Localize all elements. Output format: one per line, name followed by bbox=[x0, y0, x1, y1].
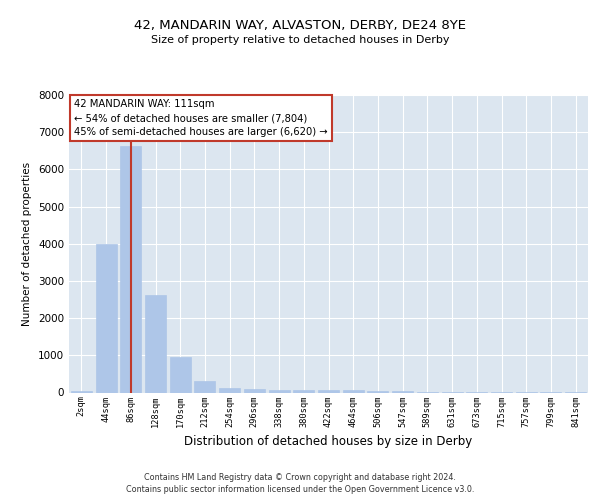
Bar bbox=[71, 390, 92, 392]
Bar bbox=[343, 390, 364, 392]
Bar bbox=[120, 146, 141, 392]
Text: Contains public sector information licensed under the Open Government Licence v3: Contains public sector information licen… bbox=[126, 485, 474, 494]
Bar bbox=[318, 390, 339, 392]
Bar bbox=[194, 382, 215, 392]
Text: 42 MANDARIN WAY: 111sqm
← 54% of detached houses are smaller (7,804)
45% of semi: 42 MANDARIN WAY: 111sqm ← 54% of detache… bbox=[74, 100, 328, 138]
Bar bbox=[219, 388, 240, 392]
Bar bbox=[95, 244, 116, 392]
Bar bbox=[145, 295, 166, 392]
Text: Size of property relative to detached houses in Derby: Size of property relative to detached ho… bbox=[151, 35, 449, 45]
Text: 42, MANDARIN WAY, ALVASTON, DERBY, DE24 8YE: 42, MANDARIN WAY, ALVASTON, DERBY, DE24 … bbox=[134, 19, 466, 32]
Text: Contains HM Land Registry data © Crown copyright and database right 2024.: Contains HM Land Registry data © Crown c… bbox=[144, 472, 456, 482]
Bar bbox=[170, 357, 191, 392]
Bar bbox=[269, 390, 290, 392]
X-axis label: Distribution of detached houses by size in Derby: Distribution of detached houses by size … bbox=[184, 435, 473, 448]
Bar bbox=[293, 390, 314, 392]
Bar bbox=[367, 390, 388, 392]
Y-axis label: Number of detached properties: Number of detached properties bbox=[22, 162, 32, 326]
Bar bbox=[244, 389, 265, 392]
